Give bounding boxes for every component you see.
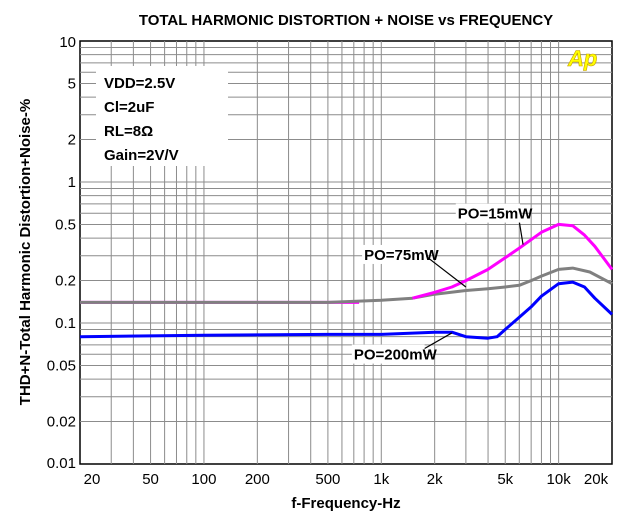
series-line-po-200mw <box>79 280 614 340</box>
annotation-po-15mw: PO=15mW <box>458 206 533 223</box>
y-tick-label: 0.05 <box>47 357 76 374</box>
series-line-po-15mw <box>412 222 614 300</box>
chart-title: TOTAL HARMONIC DISTORTION + NOISE vs FRE… <box>139 12 553 29</box>
annotation-bg-po-75mw <box>362 244 427 264</box>
x-tick-label: 2k <box>427 471 443 488</box>
y-tick-label: 0.02 <box>47 414 76 431</box>
y-tick-label: 0.5 <box>55 216 76 233</box>
x-tick-label: 5k <box>497 471 513 488</box>
annotation-po-200mw: PO=200mW <box>354 347 438 364</box>
x-tick-labels: 20 50 100 200 500 1k 2k 5k 10k 20k <box>84 471 609 488</box>
series-group <box>79 222 614 340</box>
annotations-group: PO=15mW PO=75mW PO=200mW <box>351 203 533 364</box>
annotation-leader-po-75mw <box>423 254 467 288</box>
x-tick-label: 200 <box>245 471 270 488</box>
x-tick-label: 500 <box>315 471 340 488</box>
condition-cl: Cl=2uF <box>104 99 154 116</box>
x-tick-label: 100 <box>191 471 216 488</box>
annotation-po-75mw: PO=75mW <box>364 247 439 264</box>
y-tick-label: 10 <box>59 34 76 51</box>
x-tick-label: 20 <box>84 471 101 488</box>
y-tick-label: 0.1 <box>55 315 76 332</box>
x-tick-label: 10k <box>547 471 572 488</box>
ap-logo: Ap <box>567 46 597 71</box>
x-tick-label: 1k <box>373 471 389 488</box>
y-tick-label: 0.01 <box>47 455 76 472</box>
y-tick-label: 2 <box>68 132 76 149</box>
y-axis-label: THD+N-Total Harmonic Distortion+Noise-% <box>17 99 34 405</box>
condition-gain: Gain=2V/V <box>104 147 179 164</box>
y-tick-label: 1 <box>68 174 76 191</box>
annotation-leader-po-200mw <box>422 332 453 351</box>
x-tick-label: 20k <box>584 471 609 488</box>
condition-rl: RL=8Ω <box>104 123 153 140</box>
conditions-box <box>96 66 228 166</box>
annotation-bg-po-200mw <box>351 344 425 364</box>
y-tick-labels: 10 5 2 1 0.5 0.2 0.1 0.05 0.02 0.01 <box>47 34 76 472</box>
x-tick-label: 50 <box>142 471 159 488</box>
y-tick-label: 0.2 <box>55 273 76 290</box>
x-axis-label: f-Frequency-Hz <box>291 495 400 512</box>
series-line-po-75mw <box>80 266 613 304</box>
condition-vdd: VDD=2.5V <box>104 75 175 92</box>
annotation-bg-po-15mw <box>455 203 520 223</box>
y-tick-label: 5 <box>68 75 76 92</box>
